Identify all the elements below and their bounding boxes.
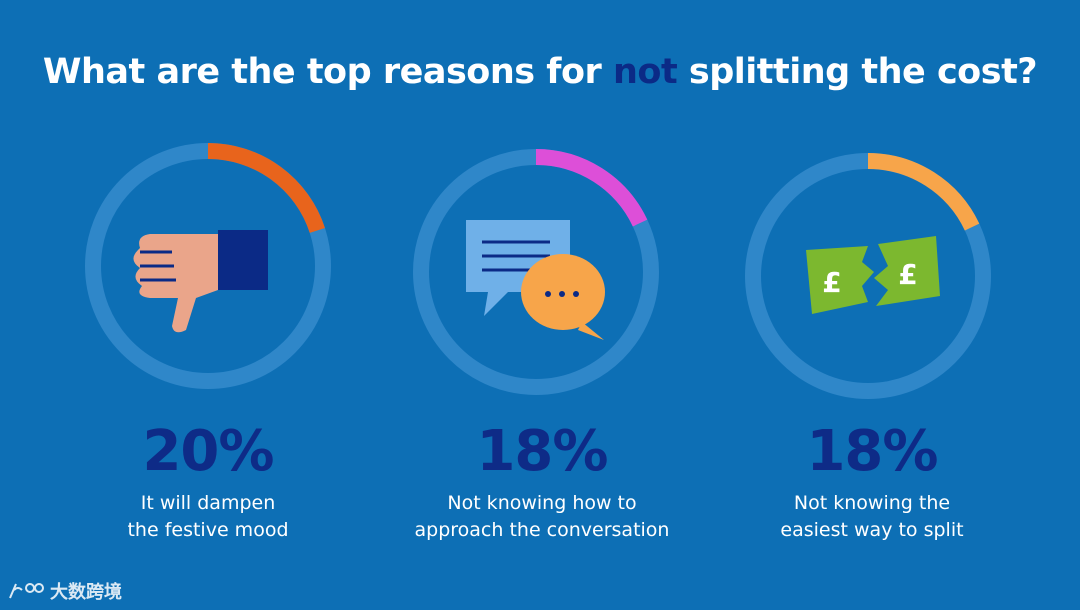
svg-text:£: £ xyxy=(822,266,841,299)
title-after: splitting the cost? xyxy=(677,52,1038,92)
percent-value: 18% xyxy=(806,419,938,484)
percent-value: 20% xyxy=(142,419,274,484)
percent-value: 18% xyxy=(476,419,608,484)
donut-value-arc xyxy=(867,153,980,231)
reason-label-line: easiest way to split xyxy=(780,519,964,541)
watermark-text: 大数跨境 xyxy=(50,582,122,603)
chat-bubbles-icon xyxy=(466,220,605,340)
title-highlight: not xyxy=(612,52,678,92)
reason-label: Not knowing the easiest way to split xyxy=(722,490,1022,544)
title-before: What are the top reasons for xyxy=(42,52,613,92)
stat-3: 18% Not knowing the easiest way to split xyxy=(722,424,1022,544)
stat-1: 20% It will dampen the festive mood xyxy=(58,424,358,544)
torn-pound-note-icon: £ £ xyxy=(806,236,940,314)
page-title: What are the top reasons for not splitti… xyxy=(0,52,1080,92)
reason-label-line: Not knowing how to xyxy=(447,492,637,514)
watermark-icon xyxy=(9,583,44,599)
donut-value-arc xyxy=(535,149,648,227)
reason-label: Not knowing how to approach the conversa… xyxy=(392,490,692,544)
reason-label-line: approach the conversation xyxy=(414,519,670,541)
reason-label-line: It will dampen xyxy=(140,492,276,514)
reason-label: It will dampen the festive mood xyxy=(58,490,358,544)
svg-text:£: £ xyxy=(898,258,917,291)
stat-2: 18% Not knowing how to approach the conv… xyxy=(392,424,692,544)
reason-label-line: Not knowing the xyxy=(793,492,951,514)
watermark-logo: 大数跨境 xyxy=(8,578,122,604)
reason-label-line: the festive mood xyxy=(127,519,289,541)
donut-value-arc xyxy=(207,143,325,234)
thumbs-down-icon xyxy=(133,230,268,333)
